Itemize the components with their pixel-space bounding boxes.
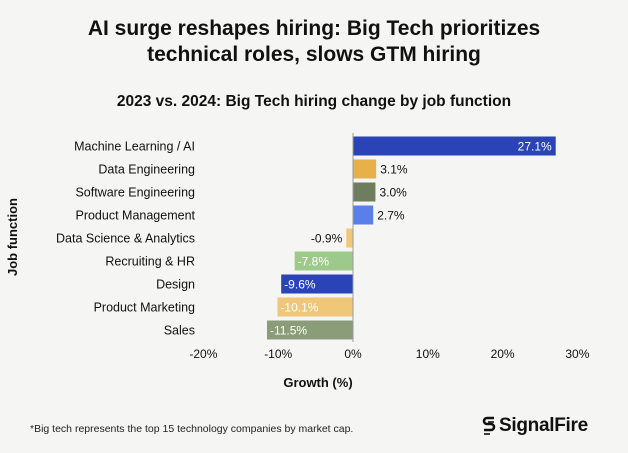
value-label: -10.1% [280, 301, 318, 315]
bar-3 [353, 205, 374, 225]
x-tick-label: 10% [416, 347, 440, 361]
category-labels: Machine Learning / AI Data Engineering Sof… [56, 140, 195, 338]
value-label: -7.8% [298, 255, 330, 269]
value-label: -11.5% [270, 324, 307, 338]
x-tick-label: 0% [344, 347, 362, 361]
x-tick-label: 30% [565, 347, 589, 361]
brand-name: SignalFire [499, 415, 588, 436]
bar-6 [281, 274, 353, 294]
title-line-2: technical roles, slows GTM hiring [147, 43, 481, 66]
category-label: Machine Learning / AI [74, 140, 195, 154]
bars-group [266, 136, 556, 340]
x-tick-labels: -20% -10% 0% 10% 20% 30% [189, 347, 589, 361]
brand-logo: SignalFire [482, 415, 588, 437]
x-tick-label: -20% [189, 347, 217, 361]
category-label: Software Engineering [75, 186, 195, 200]
x-tick-label: 20% [491, 347, 515, 361]
value-label: 27.1% [518, 140, 552, 154]
value-label: -0.9% [311, 232, 343, 246]
category-label: Sales [164, 324, 195, 338]
value-label: 3.0% [379, 186, 407, 200]
y-axis-label: Job function [5, 198, 20, 276]
value-label: -9.6% [284, 278, 316, 292]
x-axis-label: Growth (%) [283, 375, 352, 390]
category-label: Data Engineering [98, 163, 195, 177]
chart-subtitle: 2023 vs. 2024: Big Tech hiring change by… [116, 93, 512, 110]
bar-5 [294, 251, 353, 271]
category-label: Data Science & Analytics [56, 232, 195, 246]
value-label: 3.1% [380, 163, 408, 177]
category-label: Design [156, 278, 195, 292]
category-label: Recruiting & HR [105, 255, 195, 269]
bar-1 [353, 159, 377, 179]
bar-4 [346, 228, 353, 248]
bar-8 [266, 320, 353, 340]
bar-2 [353, 182, 376, 202]
category-label: Product Marketing [94, 301, 195, 315]
bar-7 [277, 297, 353, 317]
bar-0 [353, 136, 556, 156]
value-label: 2.7% [377, 209, 405, 223]
title-line-1: AI surge reshapes hiring: Big Tech prior… [87, 17, 541, 40]
value-labels: 27.1% 3.1% 3.0% 2.7% -0.9% -7.8% -9.6% -10.1% -1… [270, 140, 552, 338]
signalfire-logo-icon [482, 416, 496, 435]
x-tick-label: -10% [264, 347, 292, 361]
chart-title: AI surge reshapes hiring: Big Tech prior… [0, 16, 628, 68]
footnote: *Big tech represents the top 15 technolo… [30, 423, 354, 435]
category-label: Product Management [75, 209, 195, 223]
